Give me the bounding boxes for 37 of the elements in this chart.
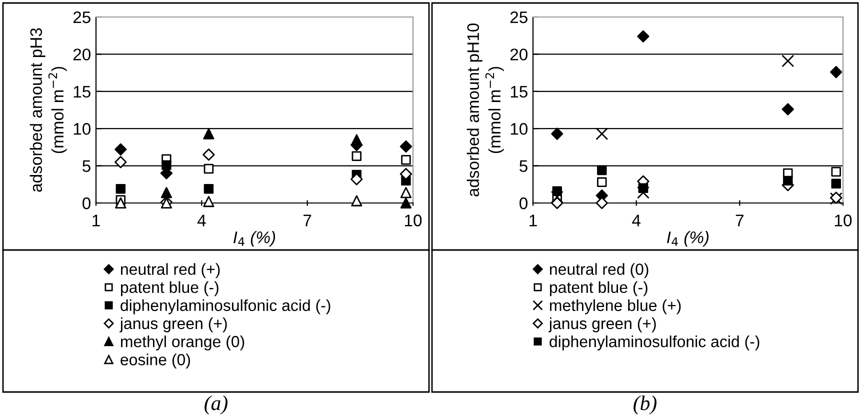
y-tick-label: 15 [510, 86, 528, 98]
text: (a) [204, 396, 228, 414]
y-tick-label: 25 [510, 11, 528, 24]
y-tick-label: 15 [74, 86, 90, 98]
text: (b) [634, 396, 657, 414]
x-tick-label: 10 [835, 214, 852, 226]
legend-label: neutral red (0) [550, 263, 648, 278]
y-tick-label: 0 [520, 197, 528, 210]
legend-label: janus green (+) [120, 317, 227, 332]
legend-label: patent blue (-) [120, 281, 218, 296]
x-tick-label: 4 [632, 214, 640, 226]
x-tick-label: 1 [92, 214, 100, 226]
legend-label: diphenylaminosulfonic acid (-) [120, 299, 330, 314]
x-axis-title: I$_{4}$ (%) [233, 231, 276, 247]
legend-label: methylene blue (+) [550, 299, 681, 314]
x-tick-label: 7 [736, 214, 744, 226]
legend-label: eosine (0) [120, 354, 190, 368]
x-axis-title: I$_{4}$ (%) [666, 231, 709, 247]
x-tick-label: 7 [304, 214, 312, 226]
y-tick-label: 5 [82, 160, 90, 172]
x-tick-label: 10 [405, 214, 422, 226]
legend-label: methyl orange (0) [121, 336, 244, 350]
y-tick-label: 25 [73, 11, 90, 24]
y-tick-label: 20 [73, 48, 90, 60]
legend-label: neutral red (+) [121, 263, 220, 278]
x-tick-label: 4 [197, 214, 206, 226]
legend-label: diphenylaminosulfonic acid (-) [550, 336, 760, 350]
legend-label: janus green (+) [548, 317, 656, 332]
legend-label: patent blue (-) [550, 281, 648, 296]
y-axis-title: adsorbed amount pH10 (mmol m$^{−2}$) [466, 24, 504, 196]
y-axis-title: adsorbed amount pH3 (mmol m$^{−2}$) [30, 28, 67, 192]
y-tick-label: 5 [520, 160, 528, 172]
y-tick-label: 20 [510, 48, 528, 60]
y-tick-label: 0 [82, 197, 90, 210]
x-tick-label: 1 [530, 214, 537, 226]
y-tick-label: 10 [74, 123, 90, 135]
y-tick-label: 10 [510, 123, 528, 135]
